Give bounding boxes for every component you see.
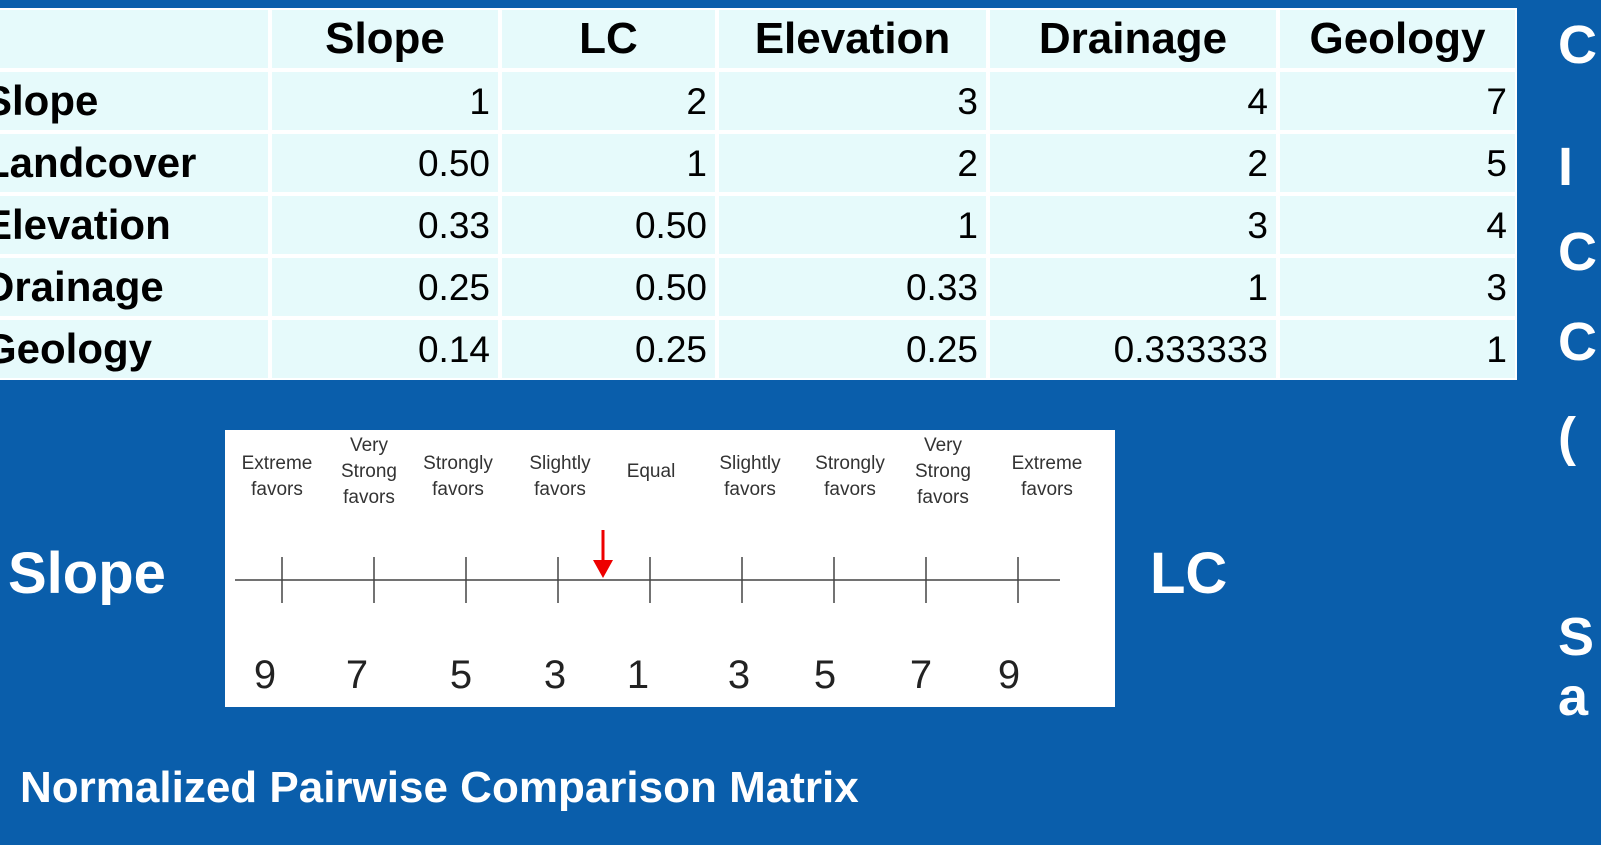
scale-level-text: favors xyxy=(1021,479,1073,500)
scale-number: 3 xyxy=(543,653,567,697)
row-label: Drainage xyxy=(0,263,164,310)
scale-level-text: favors xyxy=(824,479,876,500)
row-label-cell: Landcover xyxy=(0,132,270,194)
row-label-cell: Elevation xyxy=(0,194,270,256)
value-cell: 2 xyxy=(988,132,1278,194)
row-label: Landcover xyxy=(0,139,197,186)
scale-level-text: Strong xyxy=(341,461,397,482)
cropped-side-text: a xyxy=(1558,667,1589,727)
scale-level-text: Strongly xyxy=(423,453,493,474)
scale-number: 9 xyxy=(997,653,1021,697)
value-cell: 0.25 xyxy=(270,256,500,318)
scale-level-text: Extreme xyxy=(241,453,313,474)
cropped-side-text: I xyxy=(1558,137,1574,197)
scale-level-text: Slightly xyxy=(719,453,781,474)
scale-left-label: Slope xyxy=(8,541,166,606)
cropped-side-text: C xyxy=(1558,312,1597,372)
comparison-scale: Extreme favors Very Strong favors Strongly fav… xyxy=(225,430,1115,707)
value-cell: 3 xyxy=(1278,256,1517,318)
value-cell: 1 xyxy=(988,256,1278,318)
scale-level-text: Equal xyxy=(626,461,676,482)
scale-level-text: Extreme xyxy=(1011,453,1083,474)
value-cell: 0.50 xyxy=(500,194,717,256)
scale-level-text: favors xyxy=(251,479,303,500)
scale-level-text: Strong xyxy=(915,461,971,482)
scale-level-text: favors xyxy=(534,479,586,500)
value-cell: 0.333333 xyxy=(988,318,1278,380)
value-cell: 3 xyxy=(717,70,988,132)
caption: Normalized Pairwise Comparison Matrix xyxy=(20,763,859,812)
scale-level-text: favors xyxy=(724,479,776,500)
value-cell: 1 xyxy=(500,132,717,194)
cropped-side-text: S xyxy=(1558,607,1595,667)
header-cell: Geology xyxy=(1278,8,1517,70)
cropped-side-text: ( xyxy=(1558,407,1576,467)
value-cell: 1 xyxy=(717,194,988,256)
value-cell: 7 xyxy=(1278,70,1517,132)
cropped-side-text: C xyxy=(1558,15,1597,75)
scale-level-text: Very xyxy=(923,435,963,456)
value-cell: 5 xyxy=(1278,132,1517,194)
row-label: Elevation xyxy=(0,201,171,248)
scale-level-text: favors xyxy=(917,487,969,508)
value-cell: 0.25 xyxy=(717,318,988,380)
header-cell xyxy=(0,8,270,70)
value-cell: 0.33 xyxy=(270,194,500,256)
row-label-cell: Slope xyxy=(0,70,270,132)
row-label: Geology xyxy=(0,325,153,372)
header-cell: LC xyxy=(500,8,717,70)
cropped-side-text: C xyxy=(1558,222,1597,282)
value-cell: 4 xyxy=(988,70,1278,132)
value-cell: 0.25 xyxy=(500,318,717,380)
header-cell: Drainage xyxy=(988,8,1278,70)
scale-level-text: favors xyxy=(432,479,484,500)
scale-number: 7 xyxy=(909,653,933,697)
scale-number: 5 xyxy=(449,653,473,697)
scale-number: 3 xyxy=(727,653,751,697)
header-cell: Elevation xyxy=(717,8,988,70)
value-cell: 2 xyxy=(500,70,717,132)
row-label: Slope xyxy=(0,77,99,124)
scale-level-text: Slightly xyxy=(529,453,591,474)
scale-number: 7 xyxy=(345,653,369,697)
scale-right-label: LC xyxy=(1150,541,1228,606)
value-cell: 2 xyxy=(717,132,988,194)
value-cell: 3 xyxy=(988,194,1278,256)
value-cell: 4 xyxy=(1278,194,1517,256)
header-cell: Slope xyxy=(270,8,500,70)
scale-level-text: favors xyxy=(343,487,395,508)
scale-number: 9 xyxy=(253,653,277,697)
value-cell: 1 xyxy=(1278,318,1517,380)
scale-graphic xyxy=(235,530,1060,603)
row-label-cell: Geology xyxy=(0,318,270,380)
value-cell: 0.50 xyxy=(500,256,717,318)
scale-number: 5 xyxy=(813,653,837,697)
row-label-cell: Drainage xyxy=(0,256,270,318)
value-cell: 0.50 xyxy=(270,132,500,194)
scale-number: 1 xyxy=(626,653,650,697)
value-cell: 0.33 xyxy=(717,256,988,318)
scale-level-text: Very xyxy=(349,435,389,456)
value-cell: 1 xyxy=(270,70,500,132)
value-cell: 0.14 xyxy=(270,318,500,380)
scale-level-text: Strongly xyxy=(815,453,885,474)
